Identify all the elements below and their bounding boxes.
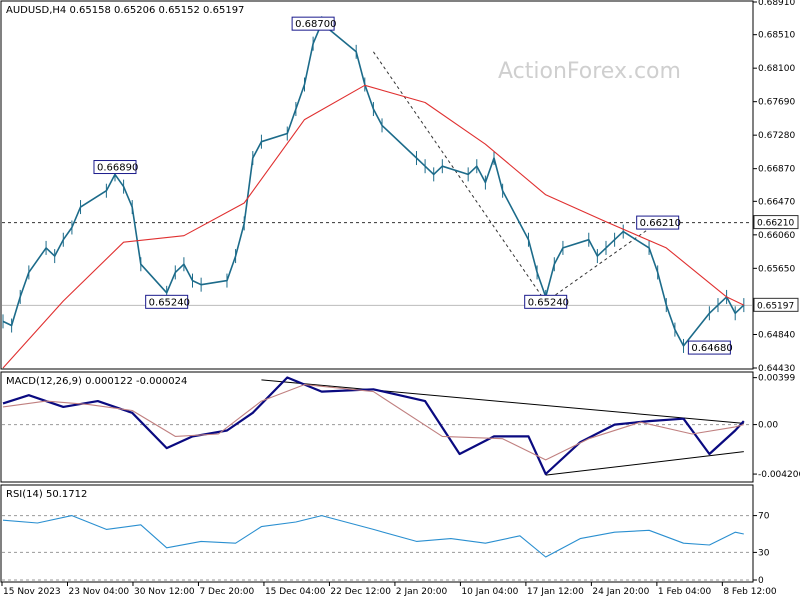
y-tick-label: 0.66060 bbox=[758, 231, 795, 241]
price-annotation-box bbox=[93, 160, 137, 175]
y-tick-label: 0.67280 bbox=[758, 131, 795, 141]
y-tick-label: 0.67690 bbox=[758, 98, 795, 108]
x-tick-label: 15 Dec 04:00 bbox=[265, 587, 326, 597]
price-annotation-box bbox=[524, 294, 568, 309]
rsi-series-line bbox=[2, 515, 744, 558]
y-tick-label: 0.68510 bbox=[758, 31, 795, 41]
rsi-panel-title: RSI(14) 50.1712 bbox=[6, 489, 87, 500]
x-tick-label: 24 Jan 20:00 bbox=[592, 587, 649, 597]
signal-series-line bbox=[2, 384, 744, 461]
macd-trendline bbox=[261, 379, 744, 424]
macd-series-line bbox=[2, 376, 745, 476]
x-tick-label: 23 Nov 04:00 bbox=[68, 587, 129, 597]
x-tick-label: 17 Jan 12:00 bbox=[527, 587, 584, 597]
swing-trendline bbox=[372, 51, 547, 303]
y-tick-label: 70 bbox=[758, 512, 770, 522]
y-tick-label: 0.68100 bbox=[758, 64, 795, 74]
x-tick-label: 2 Jan 20:00 bbox=[396, 587, 448, 597]
y-tick-label: 0.65650 bbox=[758, 264, 795, 274]
y-tick-label: 0.66470 bbox=[758, 197, 795, 207]
price-annotation-label: 0.65240 bbox=[528, 297, 569, 308]
x-tick-label: 30 Nov 12:00 bbox=[134, 587, 195, 597]
y-tick-label: -0.004206 bbox=[758, 470, 800, 480]
price-annotation-label: 0.65240 bbox=[149, 297, 190, 308]
macd-panel-frame bbox=[0, 371, 754, 483]
macd-panel-title: MACD(12,26,9) 0.000122 -0.000024 bbox=[6, 376, 187, 387]
price-panel-title: AUDUSD,H4 0.65158 0.65206 0.65152 0.6519… bbox=[6, 5, 244, 16]
y-tick-label: 0.68910 bbox=[758, 0, 795, 8]
moving-average-series-line bbox=[2, 84, 745, 369]
resistance-price-box bbox=[753, 215, 799, 230]
resistance-price-label: 0.66210 bbox=[757, 219, 794, 229]
price-series-line bbox=[2, 22, 745, 347]
x-tick-label: 1 Feb 04:00 bbox=[658, 587, 712, 597]
macd-trendline bbox=[545, 451, 744, 476]
current-price-label: 0.65197 bbox=[757, 301, 794, 311]
price-panel-frame bbox=[0, 0, 754, 370]
price-annotation-box bbox=[636, 215, 680, 230]
price-annotation-box bbox=[145, 294, 189, 309]
x-tick-label: 15 Nov 2023 bbox=[3, 587, 61, 597]
x-tick-label: 22 Dec 12:00 bbox=[330, 587, 391, 597]
price-annotation-label: 0.66210 bbox=[640, 218, 681, 229]
y-tick-label: 0.64430 bbox=[758, 364, 795, 374]
x-tick-label: 10 Jan 04:00 bbox=[461, 587, 518, 597]
current-price-box bbox=[753, 297, 799, 312]
y-tick-label: 0 bbox=[758, 576, 764, 586]
price-annotation-label: 0.64680 bbox=[691, 343, 732, 354]
y-tick-label: 0.00399 bbox=[758, 374, 795, 384]
rsi-plot-layer bbox=[2, 515, 752, 581]
price-annotation-box bbox=[291, 16, 335, 31]
price-annotation-label: 0.68700 bbox=[295, 19, 336, 30]
y-tick-label: 30 bbox=[758, 548, 770, 558]
x-tick-label: 8 Feb 12:00 bbox=[723, 587, 777, 597]
price-annotation-box bbox=[687, 340, 731, 355]
macd-plot-layer bbox=[2, 376, 752, 476]
watermark: ActionForex.com bbox=[498, 59, 681, 84]
price-annotation-label: 0.66890 bbox=[97, 163, 138, 174]
y-tick-label: 0.00 bbox=[758, 421, 778, 431]
y-tick-label: 0.66870 bbox=[758, 165, 795, 175]
y-tick-label: 0.64840 bbox=[758, 331, 795, 341]
price-plot-layer: 0.68700 0.66890 0.65240 0.65240 0.66210 0.646… bbox=[2, 16, 752, 369]
x-tick-label: 7 Dec 20:00 bbox=[199, 587, 254, 597]
rsi-panel-frame bbox=[0, 484, 754, 583]
